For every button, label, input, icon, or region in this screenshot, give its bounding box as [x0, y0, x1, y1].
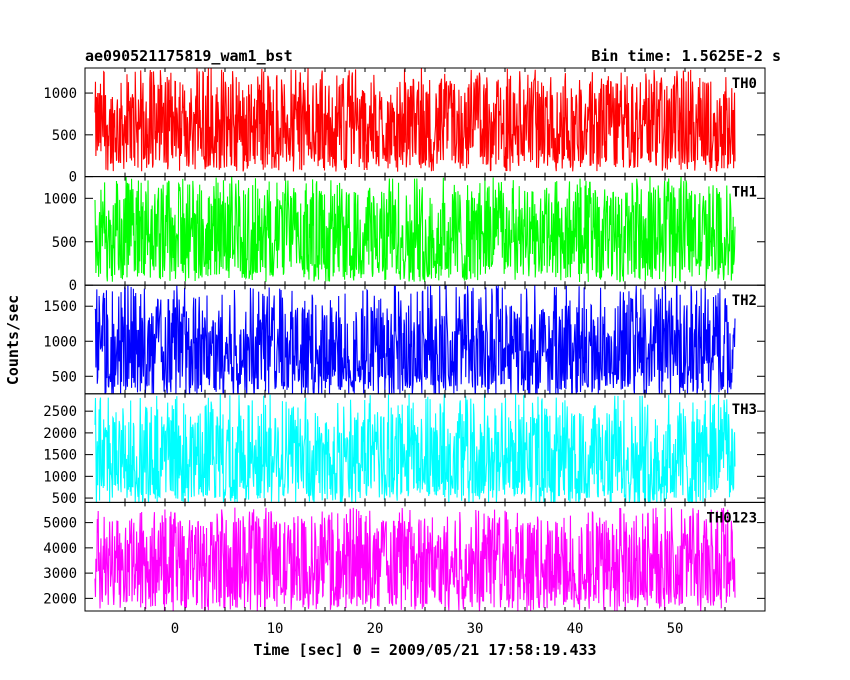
panel-th0123: 2000 3000 4000 5000 TH0123	[43, 501, 766, 612]
panel-th0: 0 500 1000 TH0	[43, 67, 766, 186]
y-tick-label: 500	[52, 128, 77, 144]
y-tick-label: 1000	[43, 191, 77, 207]
y-tick-label: 2000	[43, 591, 77, 607]
panel-label: TH2	[732, 293, 757, 309]
y-tick-label: 1500	[43, 299, 77, 315]
y-tick-label: 1000	[43, 86, 77, 102]
panel-label: TH3	[732, 402, 757, 418]
x-tick-label: 20	[367, 621, 384, 637]
x-tick-label: 10	[267, 621, 284, 637]
y-tick-label: 4000	[43, 541, 77, 557]
y-tick-label: 1500	[43, 448, 77, 464]
y-axis-label: Counts/sec	[4, 295, 22, 385]
chart-title: ae090521175819_wam1_bst	[85, 47, 293, 65]
y-tick-label: 5000	[43, 516, 77, 532]
series-line-th1	[94, 176, 736, 283]
panel-th2: 500 1000 1500 TH2	[43, 284, 766, 395]
y-tick-label: 2500	[43, 404, 77, 420]
series-line-th3	[94, 393, 736, 503]
x-axis-label: Time [sec] 0 = 2009/05/21 17:58:19.433	[253, 641, 596, 659]
series-line-th2	[94, 285, 736, 394]
x-tick-label: 50	[667, 621, 684, 637]
y-tick-label: 1000	[43, 469, 77, 485]
bin-time-label: Bin time: 1.5625E-2 s	[591, 47, 781, 65]
x-tick-label: 40	[567, 621, 584, 637]
panel-label: TH1	[732, 185, 757, 201]
panel-label: TH0123	[706, 510, 757, 526]
x-tick-label: 0	[171, 621, 179, 637]
y-tick-label: 2000	[43, 426, 77, 442]
panel-th1: 0 500 1000 TH1	[43, 176, 766, 294]
x-tick-label: 30	[467, 621, 484, 637]
y-tick-label: 500	[52, 491, 77, 507]
y-tick-label: 0	[69, 278, 77, 294]
panel-th3: 500 1000 1500 2000 2500 TH3	[43, 393, 766, 507]
series-line-th0123	[94, 507, 736, 611]
y-tick-label: 500	[52, 235, 77, 251]
y-tick-label: 0	[69, 170, 77, 186]
y-tick-label: 3000	[43, 566, 77, 582]
y-tick-label: 500	[52, 369, 77, 385]
panel-label: TH0	[732, 76, 757, 92]
y-tick-label: 1000	[43, 334, 77, 350]
series-line-th0	[94, 68, 736, 172]
